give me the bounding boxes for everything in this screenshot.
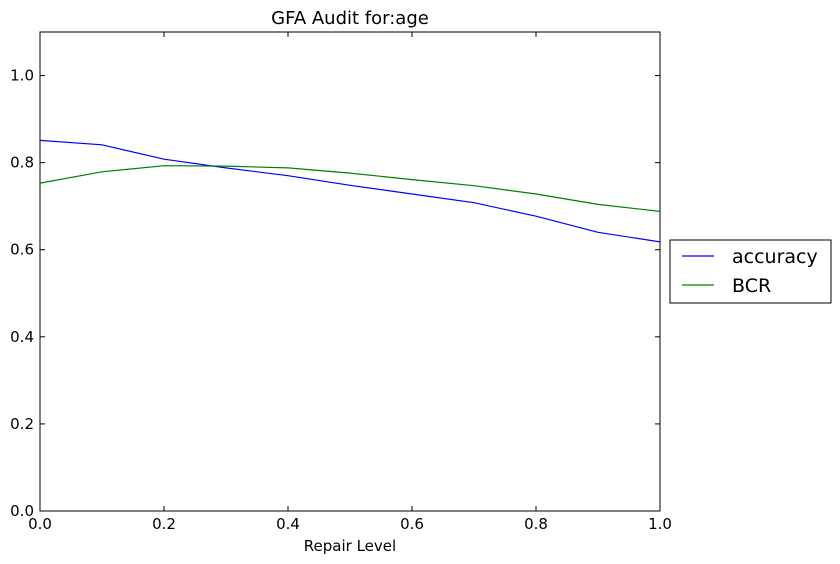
- y-tick-label: 0.6: [10, 241, 34, 259]
- legend-label-accuracy: accuracy: [732, 246, 818, 268]
- y-tick-label: 0.0: [10, 502, 34, 520]
- x-tick-label: 0.4: [276, 515, 300, 533]
- series-line-bcr: [39, 165, 661, 212]
- plot-frame: [39, 31, 661, 512]
- y-tick-label: 0.8: [10, 154, 34, 172]
- y-tick-label: 0.4: [10, 328, 34, 346]
- x-tick-label: 0.6: [400, 515, 424, 533]
- y-tick-label: 0.2: [10, 415, 34, 433]
- x-tick-label: 0.2: [152, 515, 176, 533]
- x-axis-label: Repair Level: [304, 537, 396, 555]
- series-line-accuracy: [39, 139, 661, 243]
- plot-area: 0.0 0.2 0.4 0.6 0.8 1.0 0.0 0.2 0.4 0.6 0.8 1.0: [10, 31, 672, 533]
- y-tick-label: 1.0: [10, 67, 34, 85]
- chart-title: GFA Audit for:age: [271, 8, 429, 29]
- legend-box: [669, 239, 832, 304]
- x-tick-label: 1.0: [648, 515, 672, 533]
- legend: accuracy BCR: [669, 239, 832, 304]
- legend-label-bcr: BCR: [732, 275, 771, 297]
- x-tick-label: 0.8: [524, 515, 548, 533]
- x-tick-label: 0.0: [28, 515, 52, 533]
